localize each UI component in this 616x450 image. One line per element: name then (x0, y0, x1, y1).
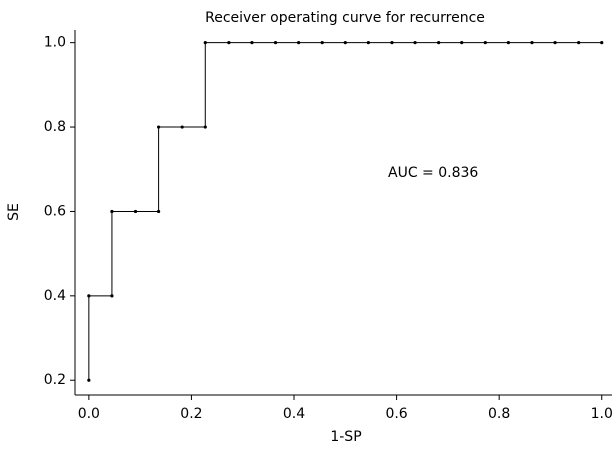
x-tick-label: 0.6 (385, 406, 407, 422)
roc-line (88, 42, 602, 381)
point (180, 125, 184, 129)
point (553, 41, 557, 45)
x-tick-label: 1.0 (591, 406, 613, 422)
point (273, 41, 278, 45)
point (157, 209, 161, 214)
point (600, 41, 604, 45)
x-tick-label: 0.4 (283, 406, 305, 422)
chart-title: Receiver operating curve for recurrence (205, 10, 485, 26)
point (157, 125, 161, 129)
point (87, 378, 91, 382)
point (297, 41, 301, 45)
point (413, 41, 417, 45)
y-tick-label: 0.8 (44, 119, 66, 135)
point (203, 125, 207, 129)
x-tick-label: 0.0 (78, 406, 100, 422)
point (366, 41, 370, 45)
point (530, 41, 534, 45)
x-tick-label: 0.2 (180, 406, 202, 422)
point (110, 294, 114, 298)
point (506, 41, 510, 45)
point (577, 41, 581, 45)
y-tick-label: 0.2 (44, 372, 66, 388)
x-tick-label: 0.8 (488, 406, 510, 422)
point (483, 41, 487, 45)
y-tick-label: 1.0 (44, 35, 66, 51)
y-tick-label: 0.4 (44, 288, 66, 304)
x-axis-label: 1-SP (330, 429, 361, 445)
point (227, 41, 231, 45)
point (460, 41, 464, 45)
point (203, 41, 207, 45)
point (110, 209, 114, 214)
point (437, 41, 441, 45)
point (133, 209, 138, 214)
point (390, 41, 394, 45)
point (87, 294, 91, 298)
annotation: AUC = 0.836 (388, 165, 478, 181)
point (320, 41, 324, 45)
point (343, 41, 347, 45)
point (250, 41, 254, 45)
y-axis-label: SE (6, 203, 22, 221)
y-tick-label: 0.6 (44, 203, 66, 219)
